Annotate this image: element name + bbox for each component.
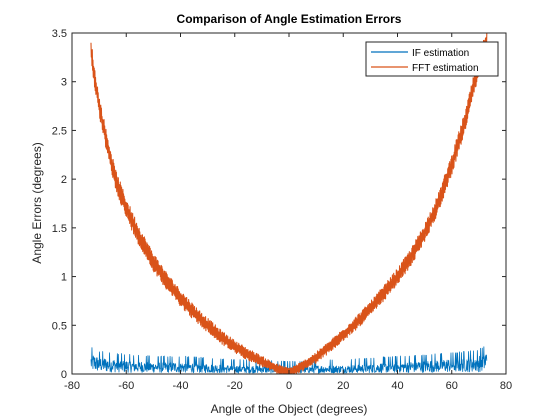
x-tick-label: 20 xyxy=(337,380,349,392)
y-tick-label: 1 xyxy=(61,272,67,284)
y-tick-label: 2 xyxy=(61,174,67,186)
y-tick-label: 0 xyxy=(61,369,67,381)
legend-entry-label: IF estimation xyxy=(412,48,469,59)
x-axis-label: Angle of the Object (degrees) xyxy=(211,402,368,416)
x-tick-label: 80 xyxy=(500,380,512,392)
legend: IF estimation FFT estimation xyxy=(365,41,499,77)
chart-title: Comparison of Angle Estimation Errors xyxy=(177,12,402,26)
x-tick-label: 40 xyxy=(391,380,403,392)
x-tick-label: -20 xyxy=(227,380,243,392)
x-tick-label: 0 xyxy=(286,380,292,392)
y-tick-label: 2.5 xyxy=(52,125,67,137)
plot-area: -80 -60 -40 -20 0 20 40 60 80 0 0.5 1 1.5 2 2.5 3 3.5 xyxy=(52,28,512,392)
legend-entry-label: FFT estimation xyxy=(412,63,479,74)
y-axis-label: Angle Errors (degrees) xyxy=(30,142,44,263)
x-tick-label: -80 xyxy=(64,380,80,392)
y-tick-label: 1.5 xyxy=(52,223,67,235)
legend-box xyxy=(365,41,499,77)
x-tick-label: -40 xyxy=(173,380,189,392)
y-tick-label: 3 xyxy=(61,77,67,89)
y-tick-label: 3.5 xyxy=(52,28,67,40)
x-tick-label: 60 xyxy=(446,380,458,392)
y-tick-label: 0.5 xyxy=(52,320,67,332)
series-line-fft-estimation xyxy=(90,33,488,375)
plot-background xyxy=(72,33,506,374)
x-tick-label: -60 xyxy=(118,380,134,392)
